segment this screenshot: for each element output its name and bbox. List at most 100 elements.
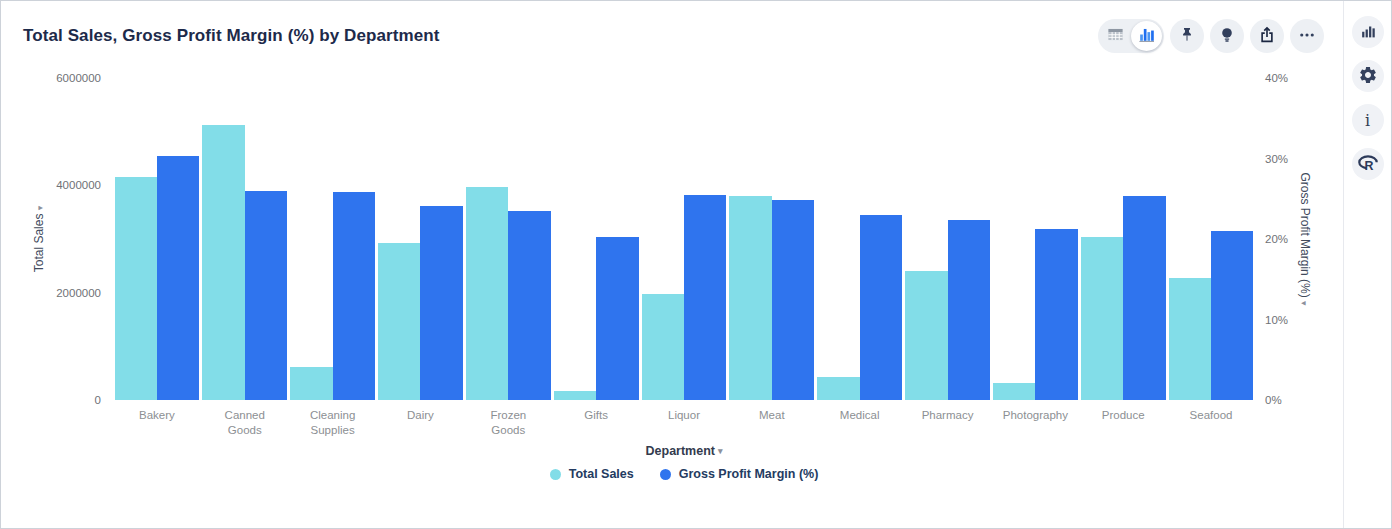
x-axis-label-pharmacy: Pharmacy [905,408,990,438]
bar-gross-profit-margin--pharmacy[interactable] [948,220,990,400]
bar-gross-profit-margin--frozen-goods[interactable] [508,211,550,400]
x-axis-label-cleaning-supplies: Cleaning Supplies [290,408,375,438]
legend-item-total-sales[interactable]: Total Sales [550,467,634,481]
right-sidebar: i R [1343,1,1391,528]
bar-gross-profit-margin--canned-goods[interactable] [245,191,287,400]
bar-total-sales-medical[interactable] [817,377,859,400]
bar-gross-profit-margin--cleaning-supplies[interactable] [333,192,375,400]
x-axis-title-label: Department [646,444,715,458]
chart-title: Total Sales, Gross Profit Margin (%) by … [23,26,440,46]
bar-group-gifts [554,78,639,400]
svg-text:R: R [1364,158,1373,172]
gear-icon [1358,65,1378,88]
bar-group-cleaning-supplies [290,78,375,400]
bar-gross-profit-margin--seafood[interactable] [1211,231,1253,400]
x-axis-label-liquor: Liquor [642,408,727,438]
bar-total-sales-cleaning-supplies[interactable] [290,367,332,400]
x-axis-label-seafood: Seafood [1169,408,1254,438]
bar-total-sales-liquor[interactable] [642,294,684,400]
legend-dot-total-sales [550,469,561,480]
settings-button[interactable] [1352,60,1384,92]
bar-gross-profit-margin--meat[interactable] [772,200,814,400]
axis-tick-label: 0% [1265,394,1282,406]
bar-group-liquor [642,78,727,400]
bar-group-photography [993,78,1078,400]
header: Total Sales, Gross Profit Margin (%) by … [1,1,1343,57]
x-axis-label-photography: Photography [993,408,1078,438]
lightbulb-button[interactable] [1210,19,1244,53]
bar-gross-profit-margin--gifts[interactable] [596,237,638,400]
chart-region: Total Sales ▾ 0200000040000006000000 Gro… [1,78,1343,400]
left-axis: Total Sales ▾ 0200000040000006000000 [1,78,113,400]
r-logo-button[interactable]: R [1352,148,1384,180]
chart-view-toggle-button[interactable] [1131,21,1162,51]
bar-group-meat [729,78,814,400]
axis-tick-label: 6000000 [56,72,101,84]
chart-main-area: Total Sales, Gross Profit Margin (%) by … [1,1,1343,528]
x-axis-label-bakery: Bakery [115,408,200,438]
bar-chart-icon [1359,22,1377,43]
info-icon: i [1365,111,1370,130]
view-toggle [1098,19,1164,53]
right-axis: Gross Profit Margin (%) ▾ 0%10%20%30%40% [1255,78,1343,400]
bar-total-sales-frozen-goods[interactable] [466,187,508,400]
export-button[interactable] [1250,19,1284,53]
plot-area [113,78,1255,400]
chevron-down-icon: ▾ [35,206,45,211]
bar-group-seafood [1169,78,1254,400]
left-axis-title[interactable]: Total Sales ▾ [32,206,46,273]
pin-button[interactable] [1170,19,1204,53]
bar-total-sales-pharmacy[interactable] [905,271,947,400]
bar-group-canned-goods [202,78,287,400]
bar-gross-profit-margin--liquor[interactable] [684,195,726,400]
bar-gross-profit-margin--produce[interactable] [1123,196,1165,400]
more-options-button[interactable] [1290,19,1324,53]
bar-total-sales-produce[interactable] [1081,237,1123,400]
legend-label: Total Sales [569,467,634,481]
bar-total-sales-bakery[interactable] [115,177,157,400]
bar-total-sales-canned-goods[interactable] [202,125,244,400]
lightbulb-icon [1218,26,1236,47]
r-logo-icon: R [1357,152,1379,177]
x-axis-label-frozen-goods: Frozen Goods [466,408,551,438]
axis-tick-label: 0 [95,394,101,406]
x-axis-dimension-selector[interactable]: Department▾ [113,444,1255,458]
legend: Total Sales Gross Profit Margin (%) [113,467,1255,481]
x-axis-label-meat: Meat [729,408,814,438]
toolbar [1098,19,1324,53]
chart-type-button[interactable] [1352,16,1384,48]
bar-total-sales-photography[interactable] [993,383,1035,400]
export-icon [1258,26,1276,47]
bar-gross-profit-margin--dairy[interactable] [420,206,462,400]
x-axis-labels: BakeryCanned GoodsCleaning SuppliesDairy… [113,408,1255,438]
left-axis-title-label: Total Sales [32,214,46,273]
pin-icon [1178,26,1196,47]
chevron-down-icon: ▾ [718,446,723,456]
bar-total-sales-meat[interactable] [729,196,771,400]
axis-tick-label: 10% [1265,314,1288,326]
axis-tick-label: 4000000 [56,179,101,191]
bar-total-sales-dairy[interactable] [378,243,420,400]
info-button[interactable]: i [1352,104,1384,136]
right-axis-title[interactable]: Gross Profit Margin (%) ▾ [1298,172,1312,305]
bar-group-frozen-goods [466,78,551,400]
x-axis-label-medical: Medical [817,408,902,438]
bar-gross-profit-margin--medical[interactable] [860,215,902,400]
legend-item-gross-profit-margin[interactable]: Gross Profit Margin (%) [660,467,819,481]
axis-tick-label: 20% [1265,233,1288,245]
bar-gross-profit-margin--bakery[interactable] [157,156,199,400]
axis-tick-label: 40% [1265,72,1288,84]
x-axis-label-dairy: Dairy [378,408,463,438]
table-view-toggle-button[interactable] [1100,21,1131,51]
axis-tick-label: 30% [1265,153,1288,165]
bar-group-medical [817,78,902,400]
x-axis-label-gifts: Gifts [554,408,639,438]
x-axis-label-produce: Produce [1081,408,1166,438]
bar-gross-profit-margin--photography[interactable] [1035,229,1077,400]
bar-total-sales-gifts[interactable] [554,391,596,400]
bar-group-produce [1081,78,1166,400]
legend-dot-gross-profit-margin [660,469,671,480]
bar-group-bakery [115,78,200,400]
bar-group-pharmacy [905,78,990,400]
bar-total-sales-seafood[interactable] [1169,278,1211,400]
